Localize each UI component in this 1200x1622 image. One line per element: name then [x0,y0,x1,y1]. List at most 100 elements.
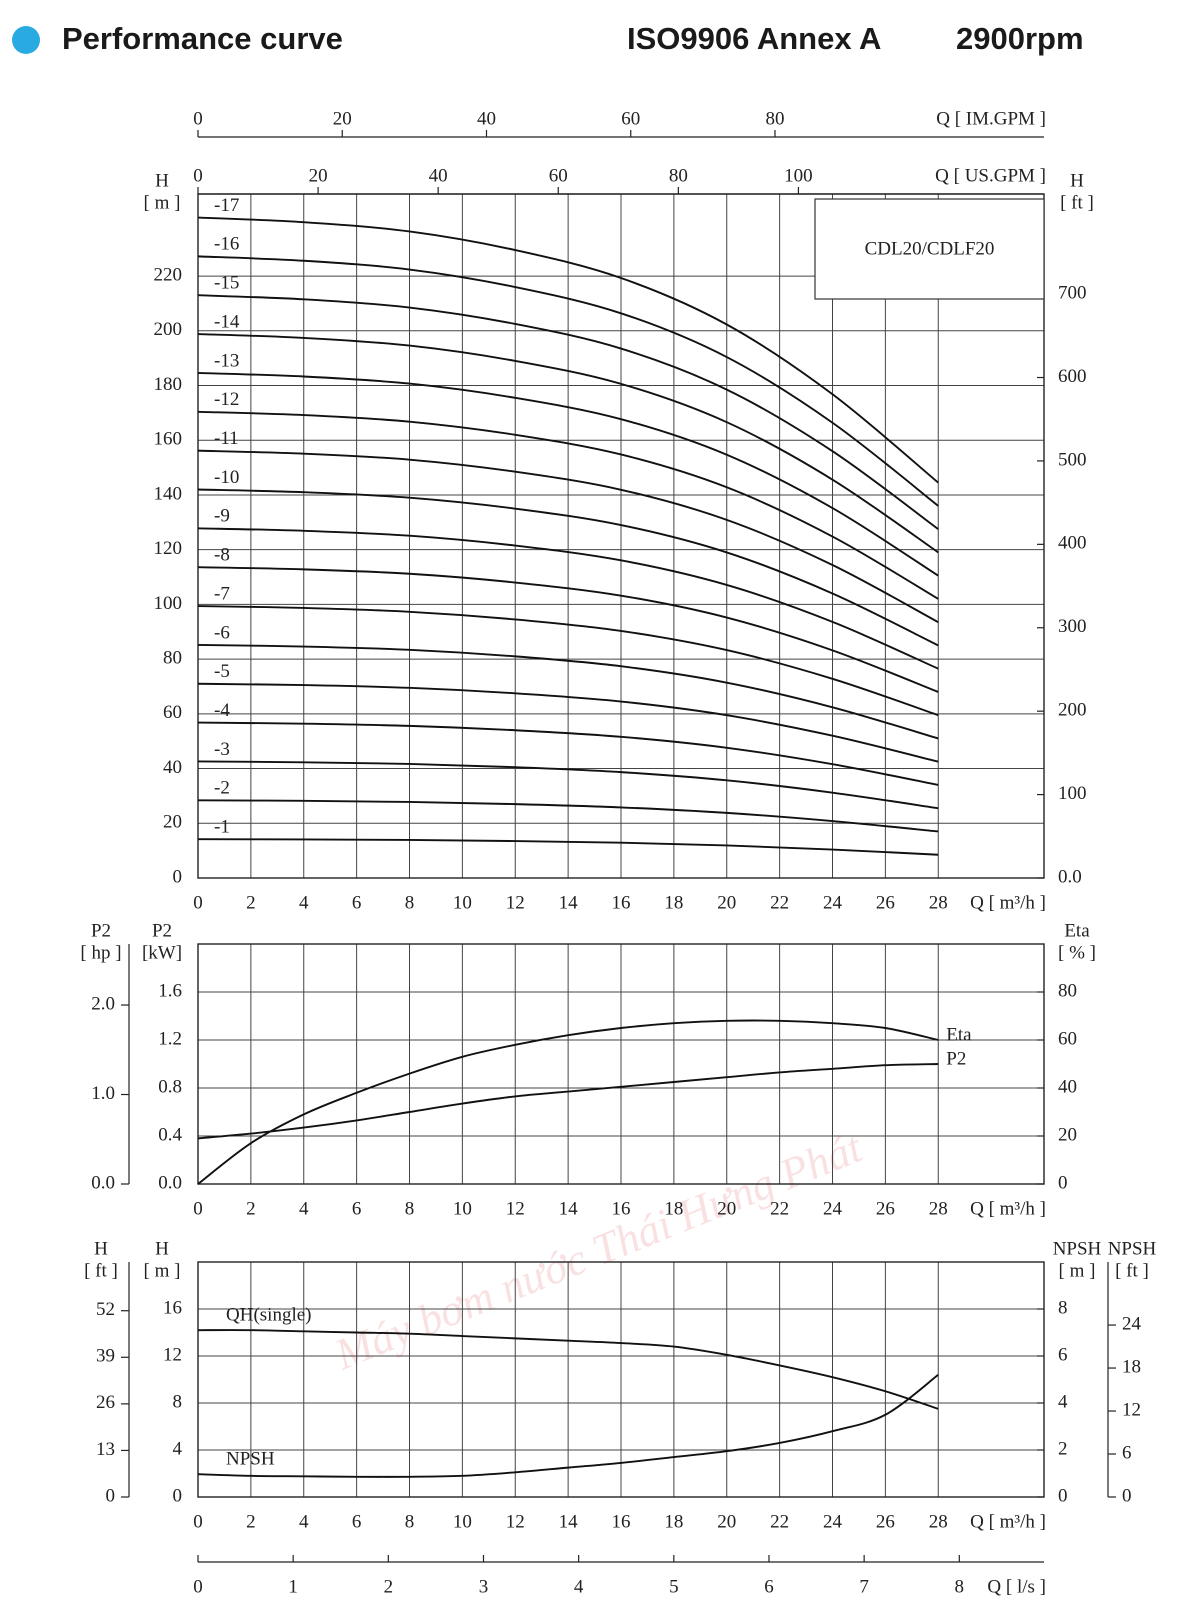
x-tick-label: 10 [453,1198,472,1219]
series-label: -3 [214,739,230,760]
curve [197,799,939,833]
x-tick-label: 24 [823,892,843,913]
axis-tick-label: 100 [784,165,813,186]
header-title: Performance curve [62,21,343,56]
curve [197,1329,939,1410]
y-tick-label: 40 [163,757,182,778]
axis-tick-label: 5 [669,1576,679,1597]
series-label: NPSH [226,1449,275,1470]
plot-frame [197,1261,1045,1498]
series-label: -9 [214,506,230,527]
axis-tick-label: 12 [1122,1399,1141,1420]
y-axis-label: H [155,170,169,191]
x-tick-label: 0 [193,1511,203,1532]
series-label: -14 [214,311,240,332]
y-tick-label: 20 [163,812,182,833]
y-tick-label: 0.8 [158,1076,182,1097]
x-tick-label: 14 [559,1511,579,1532]
x-tick-label: 20 [717,1511,736,1532]
series-label: -15 [214,273,239,294]
y-axis-label: [kW] [142,942,182,963]
axis-tick-label: 0 [193,165,203,186]
curve [197,1374,939,1478]
y-tick-label: 200 [154,319,183,340]
series-label: -13 [214,350,239,371]
axis-tick-label: 6 [1122,1442,1132,1463]
axis-tick-label: 0 [1122,1485,1132,1506]
axis-tick-label: 0 [193,1576,203,1597]
watermark: Máy bơm nước Thái Hưng Phát [327,1122,870,1379]
y2-axis-label: [ m ] [1059,1260,1096,1281]
series-label: -12 [214,389,239,410]
axis-tick-label: 4 [574,1576,584,1597]
x-tick-label: 10 [453,892,472,913]
x-tick-label: 28 [929,1198,948,1219]
y2-tick-label: 0 [1058,1172,1068,1193]
axis-tick-label: 0 [193,108,203,129]
curve [197,410,939,600]
y-tick-label: 60 [163,702,182,723]
series-label: Eta [946,1024,972,1045]
axis-tick-label: 8 [955,1576,965,1597]
axis-label: P2 [91,920,111,941]
header-speed: 2900rpm [956,21,1084,56]
y-tick-label: 8 [173,1391,183,1412]
x-tick-label: 26 [876,892,895,913]
y2-tick-label: 600 [1058,366,1087,387]
y-axis-label: [ m ] [144,1260,181,1281]
axis-tick-label: 1 [288,1576,298,1597]
curve [197,721,939,786]
y-tick-label: 1.2 [158,1028,182,1049]
series-label: -2 [214,778,230,799]
x-tick-label: 2 [246,1198,256,1219]
y2-tick-label: 0 [1058,1485,1068,1506]
y-tick-label: 0.4 [158,1124,182,1145]
axis-tick-label: 39 [96,1346,115,1367]
x-tick-label: 2 [246,892,256,913]
x-tick-label: 22 [770,892,789,913]
axis-tick-label: 13 [96,1439,115,1460]
bullet [12,26,40,54]
x-tick-label: 0 [193,1198,203,1219]
x-tick-label: 24 [823,1511,843,1532]
x-tick-label: 14 [559,892,579,913]
y-tick-label: 100 [154,593,183,614]
x-tick-label: 12 [506,892,525,913]
series-label: -17 [214,195,239,216]
axis-label: NPSH [1108,1238,1157,1259]
series-label: -5 [214,661,230,682]
x-tick-label: 22 [770,1511,789,1532]
y-tick-label: 180 [154,374,183,395]
axis-tick-label: 0.0 [91,1172,115,1193]
axis-tick-label: 24 [1122,1313,1142,1334]
plot-frame [197,943,1045,1185]
y2-tick-label: 2 [1058,1438,1068,1459]
y-tick-label: 12 [163,1344,182,1365]
x-tick-label: 26 [876,1511,895,1532]
x-tick-label: 18 [664,1511,683,1532]
axis-label: Q [ IM.GPM ] [936,108,1046,129]
x-tick-label: 6 [352,1198,362,1219]
curve [197,566,939,693]
series-label: QH(single) [226,1305,311,1326]
x-tick-label: 28 [929,892,948,913]
axis-tick-label: 40 [477,108,496,129]
x-tick-label: 16 [612,1511,631,1532]
curve [197,605,939,717]
x-tick-label: 16 [612,1198,631,1219]
curve [197,760,939,810]
y2-tick-label: 60 [1058,1028,1077,1049]
y-axis-label: P2 [152,920,172,941]
y2-tick-label: 300 [1058,616,1087,637]
series-label: -7 [214,583,230,604]
x-axis-label: Q [ m³/h ] [970,1198,1046,1219]
curve [197,488,939,647]
curve [197,643,939,740]
y2-axis-label: [ ft ] [1060,192,1094,213]
y-tick-label: 0.0 [158,1172,182,1193]
y2-tick-label: 8 [1058,1297,1068,1318]
curve [197,294,939,530]
y2-tick-label: 400 [1058,533,1087,554]
series-label: -11 [214,428,239,449]
x-axis-label: Q [ m³/h ] [970,892,1046,913]
